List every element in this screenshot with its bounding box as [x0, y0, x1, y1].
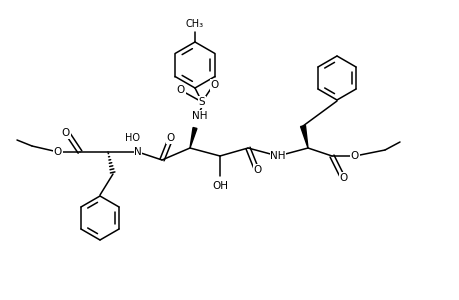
Text: CH₃: CH₃ [185, 19, 204, 29]
Polygon shape [190, 128, 196, 148]
Text: NH: NH [270, 151, 285, 161]
Polygon shape [300, 125, 308, 148]
Text: O: O [350, 151, 358, 161]
Text: O: O [339, 173, 347, 183]
Text: O: O [253, 165, 262, 175]
Text: O: O [62, 128, 70, 138]
Text: S: S [198, 97, 205, 107]
Text: NH: NH [192, 111, 207, 121]
Text: HO: HO [125, 133, 140, 143]
Text: O: O [177, 85, 185, 95]
Text: O: O [54, 147, 62, 157]
Text: O: O [167, 133, 175, 143]
Text: N: N [134, 147, 141, 157]
Text: OH: OH [212, 181, 228, 191]
Text: O: O [210, 80, 218, 90]
